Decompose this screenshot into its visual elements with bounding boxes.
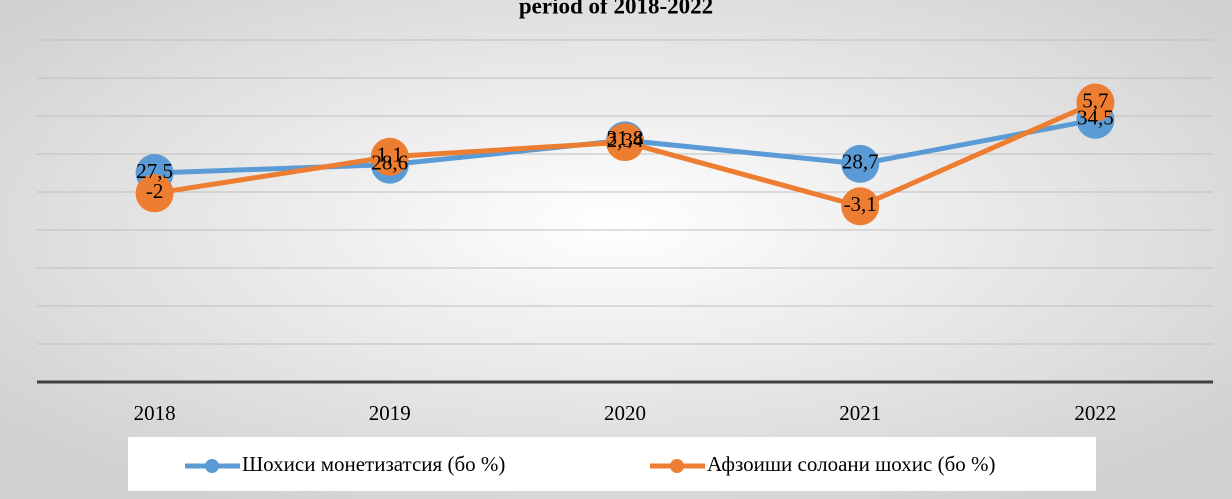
chart-title: period of 2018-2022 [519,0,713,18]
x-tick-label: 2018 [134,401,176,425]
data-label: 28,6 [371,150,408,174]
data-label: 31,8 [607,126,644,150]
x-tick-label: 2020 [604,401,646,425]
legend-label: Шохиси монетизатсия (бо %) [242,452,505,476]
data-label: 5,7 [1082,88,1108,112]
data-label: 28,7 [842,150,879,174]
data-label: 2,34 [607,128,644,152]
legend-label: Афзоиши солоани шохис (бо %) [707,452,995,476]
marker [841,144,880,183]
marker [606,123,644,162]
marker [135,174,174,213]
data-label: -2 [146,179,164,203]
data-label: -3,1 [844,192,877,216]
legend-box [128,437,1096,491]
x-tick-label: 2022 [1074,401,1116,425]
marker [841,187,880,226]
x-tick-label: 2019 [369,401,411,425]
data-label: 34,5 [1077,106,1114,130]
data-label: 1,1 [377,143,403,167]
marker [1076,83,1115,122]
legend-marker [670,459,684,473]
legend-marker [205,459,219,473]
marker [370,137,409,176]
x-tick-label: 2021 [839,401,881,425]
data-label: 27,5 [136,159,173,183]
